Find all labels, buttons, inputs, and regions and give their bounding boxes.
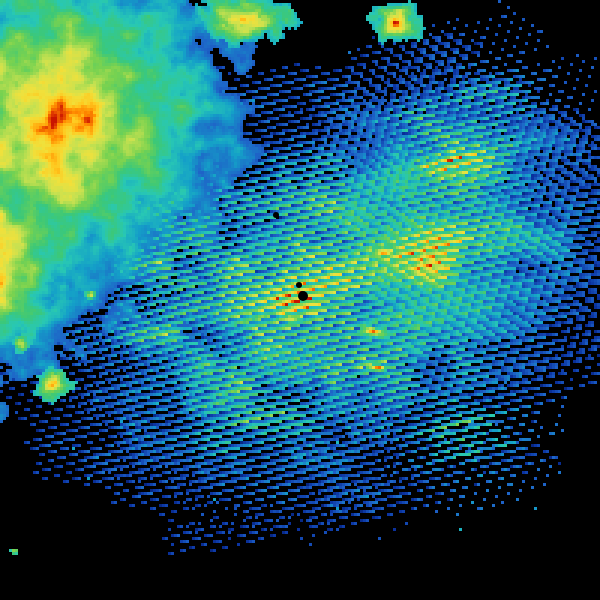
intensity-map-figure: Intensity Map rainbow-on-black — [0, 0, 600, 600]
intensity-heatmap-canvas — [0, 0, 600, 600]
